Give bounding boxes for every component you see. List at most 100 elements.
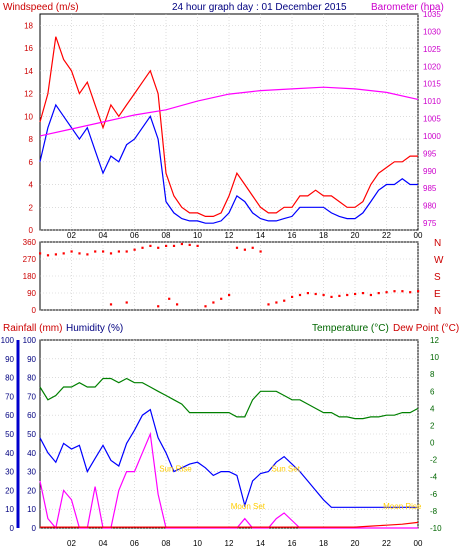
humidity-tick-label-10: 100 <box>23 336 37 345</box>
rainfall-tick-label-8: 80 <box>5 374 14 383</box>
direction-point-28 <box>259 250 262 253</box>
x-tick-label-1-7: 16 <box>288 539 297 548</box>
direction-point-17 <box>172 244 176 247</box>
wind-tick-label-7: 14 <box>24 67 33 76</box>
direction-point-10 <box>117 250 120 253</box>
temperature-tick-label-7: 4 <box>430 404 435 413</box>
temperature-tick-label-6: 2 <box>430 421 435 430</box>
direction-point-39 <box>346 293 349 297</box>
direction-point-45 <box>393 290 396 293</box>
direction-tick-label-2: 180 <box>23 272 37 281</box>
compass-label-3: W <box>434 255 444 266</box>
barometer-tick-label-5: 1000 <box>423 132 441 141</box>
direction-point-50 <box>125 301 128 304</box>
barometer-tick-label-8: 1015 <box>423 80 441 89</box>
direction-point-37 <box>330 295 333 298</box>
x-tick-label-0-7: 16 <box>288 231 297 240</box>
rainfall-tick-label-0: 0 <box>10 524 15 533</box>
x-tick-label-0-5: 12 <box>225 231 234 240</box>
direction-tick-label-1: 90 <box>27 289 36 298</box>
direction-point-19 <box>188 243 191 246</box>
compass-label-0: N <box>434 306 441 317</box>
humidity-tick-label-1: 10 <box>27 505 36 514</box>
x-tick-label-1-3: 08 <box>162 539 171 548</box>
humidity-tick-label-3: 30 <box>27 468 36 477</box>
direction-point-32 <box>291 295 294 298</box>
direction-point-51 <box>157 305 160 308</box>
x-tick-label-0-2: 06 <box>130 231 139 240</box>
direction-point-13 <box>141 246 144 249</box>
direction-point-48 <box>417 290 420 293</box>
x-tick-label-0-11: 00 <box>414 231 423 240</box>
wind-tick-label-3: 6 <box>29 158 34 167</box>
temperature-tick-label-9: 8 <box>430 370 435 379</box>
direction-tick-label-0: 0 <box>32 306 37 315</box>
x-tick-label-0-3: 08 <box>162 231 171 240</box>
x-tick-label-1-0: 02 <box>67 539 76 548</box>
direction-point-26 <box>243 248 246 251</box>
direction-point-31 <box>283 299 286 302</box>
direction-point-3 <box>62 252 65 255</box>
wind-tick-label-6: 12 <box>24 90 33 99</box>
direction-point-9 <box>109 252 113 255</box>
direction-point-46 <box>401 290 404 293</box>
humidity-tick-label-8: 80 <box>27 374 36 383</box>
x-tick-label-0-9: 20 <box>351 231 360 240</box>
x-tick-label-0-6: 14 <box>256 231 265 240</box>
x-tick-label-1-11: 00 <box>414 539 423 548</box>
direction-point-33 <box>298 293 302 297</box>
humidity-axis-title: Humidity (%) <box>66 323 123 334</box>
x-tick-label-0-0: 02 <box>67 231 76 240</box>
compass-label-4: N <box>434 238 441 249</box>
direction-point-23 <box>220 297 223 300</box>
direction-point-21 <box>204 305 207 308</box>
direction-point-8 <box>102 250 105 253</box>
direction-point-40 <box>354 292 357 296</box>
barometer-tick-label-2: 985 <box>423 184 437 193</box>
direction-point-20 <box>196 244 199 247</box>
direction-point-44 <box>385 291 388 294</box>
direction-point-34 <box>306 292 309 295</box>
barometer-tick-label-10: 1025 <box>423 45 441 54</box>
annotation-3: Moon Rise <box>383 502 422 511</box>
compass-label-2: S <box>434 272 441 283</box>
series-humidity-line <box>39 408 418 508</box>
barometer-tick-label-0: 975 <box>423 219 437 228</box>
annotation-2: Sun Set <box>271 465 300 474</box>
series-barometer-line <box>39 86 419 137</box>
direction-point-18 <box>180 242 183 246</box>
humidity-tick-label-4: 40 <box>27 449 36 458</box>
direction-point-29 <box>267 303 270 306</box>
x-tick-label-0-4: 10 <box>193 231 202 240</box>
x-tick-label-1-1: 04 <box>99 539 108 548</box>
wind-tick-label-9: 18 <box>24 21 33 30</box>
series-gust-line <box>39 36 418 217</box>
humidity-tick-label-6: 60 <box>27 411 36 420</box>
barometer-tick-label-6: 1005 <box>423 115 441 124</box>
wind-tick-label-8: 16 <box>24 44 33 53</box>
humidity-tick-label-2: 20 <box>27 486 36 495</box>
direction-point-12 <box>133 248 136 251</box>
direction-point-47 <box>409 291 412 294</box>
rainfall-tick-label-7: 70 <box>5 392 14 401</box>
humidity-tick-label-7: 70 <box>27 392 36 401</box>
wind-tick-label-4: 8 <box>29 135 34 144</box>
dewpoint-axis-title: Dew Point (°C) <box>393 323 459 334</box>
barometer-tick-label-7: 1010 <box>423 97 441 106</box>
temperature-tick-label-11: 12 <box>430 336 439 345</box>
direction-point-36 <box>322 293 325 297</box>
temperature-tick-label-3: -4 <box>430 473 438 482</box>
humidity-tick-label-5: 50 <box>27 430 36 439</box>
barometer-tick-label-1: 980 <box>423 202 437 211</box>
rainfall-axis-title: Rainfall (mm) <box>3 323 62 334</box>
direction-point-41 <box>361 292 365 295</box>
series-average-line <box>39 103 418 224</box>
direction-point-25 <box>235 246 239 249</box>
rainfall-tick-label-1: 10 <box>5 505 14 514</box>
wind-tick-label-1: 2 <box>29 203 34 212</box>
temperature-tick-label-4: -2 <box>430 456 438 465</box>
rainfall-tick-label-5: 50 <box>5 430 14 439</box>
temperature-tick-label-10: 10 <box>430 353 439 362</box>
direction-point-2 <box>54 253 57 256</box>
